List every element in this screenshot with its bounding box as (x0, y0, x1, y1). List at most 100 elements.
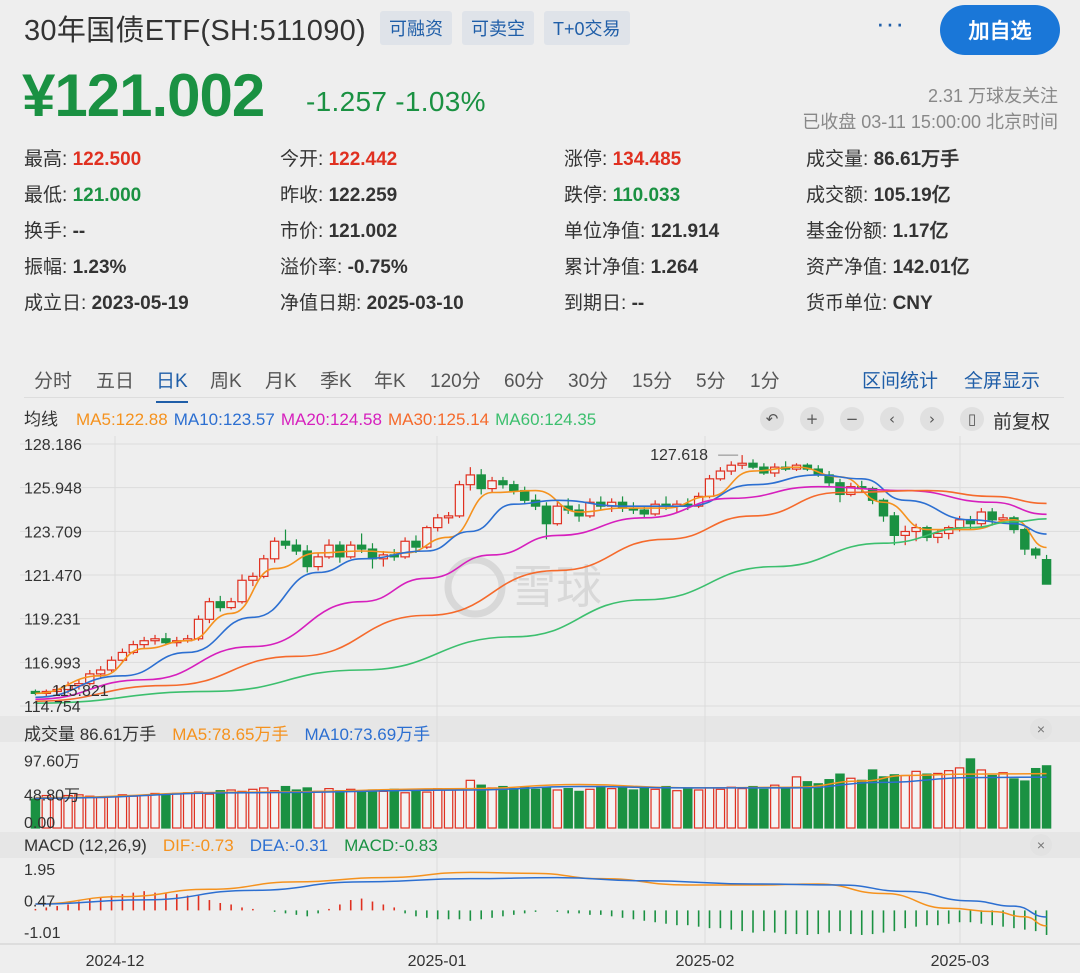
tag-t0[interactable]: T+0交易 (544, 11, 630, 45)
volume-header-band (0, 716, 1080, 742)
stat-value: 134.485 (612, 149, 682, 170)
tag-short[interactable]: 可卖空 (462, 11, 535, 45)
zoom-out-icon[interactable]: − (840, 407, 864, 431)
tag-margin[interactable]: 可融资 (380, 11, 453, 45)
stat-label: 成交量: (806, 149, 869, 170)
volume-bar (291, 789, 302, 829)
stat-value: 122.259 (328, 185, 398, 206)
close-macd-icon[interactable]: × (1030, 834, 1052, 856)
volume-bar (770, 784, 780, 829)
candle-body (519, 489, 530, 501)
fullscreen-link[interactable]: 全屏显示 (964, 371, 1041, 392)
candle-body (998, 517, 1008, 521)
volume-bar (857, 779, 867, 829)
volume-bar (63, 794, 73, 829)
candle-body (215, 601, 225, 609)
ma-legend-item: MA60:124.35 (495, 410, 597, 429)
fund-title: 30年国债ETF(SH:511090) (24, 15, 367, 47)
undo-icon[interactable]: ↶ (760, 407, 784, 431)
candle-body (95, 669, 106, 675)
candle-body (552, 505, 563, 525)
tab-8[interactable]: 60分 (504, 371, 545, 392)
tab-3[interactable]: 周K (210, 371, 242, 392)
tab-4[interactable]: 月K (265, 371, 297, 392)
stat-value: 142.01亿 (892, 257, 970, 278)
volume-bar (867, 769, 878, 829)
candle-body (226, 601, 236, 609)
dea-line (35, 876, 1047, 918)
tab-9[interactable]: 30分 (568, 371, 609, 392)
candle-body (161, 638, 171, 644)
legend-item: MA5:78.65万手 (172, 725, 289, 744)
candle-body (933, 532, 943, 538)
volume-bar (269, 790, 280, 829)
ma-label: 均线 (24, 410, 58, 429)
next-icon[interactable]: › (920, 407, 944, 431)
stat-value: 121.914 (650, 221, 720, 242)
stat-label: 到期日: (564, 293, 627, 314)
candle-body (204, 601, 215, 620)
tab-1[interactable]: 五日 (96, 371, 135, 392)
zoom-in-icon[interactable]: + (800, 407, 824, 431)
ma-legend-item: MA20:124.58 (280, 410, 382, 429)
stat-label: 资产净值: (806, 257, 888, 278)
tab-6[interactable]: 年K (374, 371, 406, 392)
stat-item: 货币单位: CNY (806, 290, 933, 318)
stat-item: 溢价率: -0.75% (280, 254, 408, 282)
volume-bar (106, 796, 117, 829)
candle-body (454, 484, 465, 517)
volume-bar (454, 788, 465, 829)
stat-item: 市价: 121.002 (280, 218, 397, 246)
price-change: -1.257 -1.03% (306, 86, 486, 118)
adjust-mode[interactable]: 前复权 (993, 412, 1051, 433)
candle-body (650, 503, 660, 515)
stat-value: -- (72, 221, 86, 242)
volume-bar (998, 772, 1008, 829)
candle-body (487, 480, 497, 490)
close-volume-icon[interactable]: × (1030, 718, 1052, 740)
y-tick-label: 128.186 (24, 437, 82, 454)
tab-0[interactable]: 分时 (34, 371, 73, 392)
change-value: -1.257 (306, 86, 388, 117)
chart-tools: ↶ + − ‹ › ▯ (760, 407, 984, 431)
volume-bar (639, 786, 650, 829)
candle-body (1041, 559, 1052, 585)
period-tabs: 区间统计 全屏显示 分时 五日 日K 周K 月K 季K 年K 120分 60分 30分 15分 5分 1… (24, 358, 1064, 403)
x-tick-label: 2024-12 (86, 953, 145, 970)
legend-item: 成交量 86.61万手 (24, 725, 157, 744)
tab-11[interactable]: 5分 (696, 371, 726, 392)
tab-5[interactable]: 季K (320, 371, 352, 392)
stat-label: 昨收: (280, 185, 324, 206)
add-watchlist-button[interactable]: 加自选 (940, 5, 1060, 55)
candle-body (889, 515, 900, 537)
macd-header-band (0, 832, 1080, 858)
stat-label: 涨停: (564, 149, 608, 170)
stat-item: 跌停: 110.033 (564, 182, 680, 210)
candle-body (1020, 528, 1030, 550)
volume-bar (530, 788, 541, 829)
prev-icon[interactable]: ‹ (880, 407, 904, 431)
tab-10[interactable]: 15分 (632, 371, 673, 392)
volume-bar (1009, 778, 1019, 829)
candle-body (704, 478, 715, 497)
volume-bar (226, 789, 236, 829)
range-stats-link[interactable]: 区间统计 (862, 371, 939, 392)
stat-item: 昨收: 122.259 (280, 182, 397, 210)
candle-body (715, 470, 726, 480)
stat-value: 1.264 (650, 257, 699, 278)
tab-12[interactable]: 1分 (750, 371, 780, 392)
stat-value: 121.002 (328, 221, 398, 242)
stat-value: 122.500 (72, 149, 142, 170)
candle-body (150, 638, 160, 642)
volume-bar (443, 789, 454, 829)
candle-body (911, 527, 921, 533)
ma-legend-item: MA5:122.88 (76, 410, 168, 429)
stat-item: 成立日: 2023-05-19 (24, 290, 189, 318)
ma-legend-item: MA30:125.14 (387, 410, 490, 429)
tab-2[interactable]: 日K (156, 366, 188, 403)
tab-7[interactable]: 120分 (430, 371, 481, 392)
candle-icon[interactable]: ▯ (960, 407, 984, 431)
more-icon[interactable]: ··· (876, 8, 905, 38)
candle-body (291, 544, 302, 552)
